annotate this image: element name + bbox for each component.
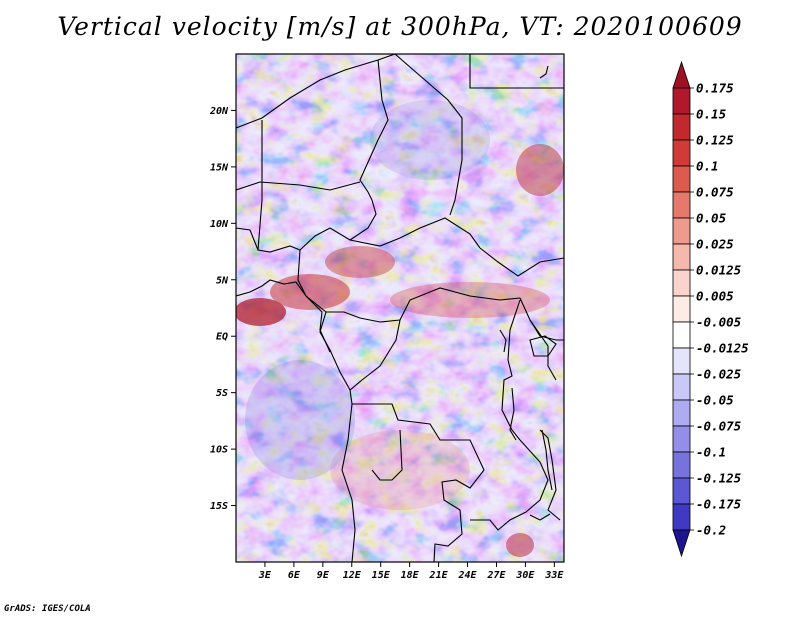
colorbar-segment: [672, 165, 691, 193]
colorbar-label: -0.175: [696, 497, 742, 512]
colorbar-bottom-cap: [672, 529, 691, 558]
lakes-and-coast: [236, 65, 557, 491]
colorbar-label: -0.1: [696, 445, 726, 460]
colorbar-segment: [672, 399, 691, 427]
ascent-band: [390, 282, 550, 318]
colorbar-segment: [672, 373, 691, 401]
colorbar-label: 0.175: [696, 81, 734, 96]
red-sea-coast: [539, 65, 549, 79]
strong-ascent-cell: [270, 274, 350, 310]
colorbar-label: 0.005: [696, 289, 734, 304]
colorbar-segment: [672, 347, 691, 375]
colorbar-label: 0.125: [696, 133, 734, 148]
colorbar-label: -0.0125: [696, 341, 749, 356]
lon-tick-label: 27E: [486, 570, 506, 581]
grads-credit: GrADS: IGES/COLA: [4, 604, 91, 614]
gulf-of-guinea-coast: [236, 279, 331, 353]
colorbar-segment: [672, 477, 691, 505]
descent-region: [245, 360, 355, 480]
colorbar-label: 0.025: [696, 237, 734, 252]
colorbar-segment: [672, 113, 691, 141]
lat-tick-label: 10N: [210, 219, 229, 230]
strong-ascent-cell: [516, 144, 564, 196]
colorbar-label: -0.005: [696, 315, 742, 330]
strong-ascent-cell: [506, 533, 534, 557]
country-borders: [236, 54, 564, 562]
lon-tick-label: 9E: [317, 570, 330, 581]
colorbar-label: 0.05: [696, 211, 727, 226]
colorbar-label: -0.025: [696, 367, 742, 382]
vertical-velocity-field: [236, 54, 564, 562]
colorbar-segment: [672, 295, 691, 323]
colorbar-label: -0.2: [696, 523, 726, 538]
colorbar-label: -0.05: [696, 393, 734, 408]
lat-tick-label: 5N: [216, 275, 229, 286]
descent-region: [370, 100, 490, 180]
colorbar-segment: [672, 269, 691, 297]
colorbar-label: -0.125: [696, 471, 742, 486]
colorbar-segment: [672, 243, 691, 271]
lon-tick-label: 18E: [401, 570, 420, 581]
map-frame: [235, 53, 565, 563]
lon-tick-label: 3E: [258, 570, 272, 581]
lon-tick-label: 33E: [544, 570, 564, 581]
lon-tick-label: 30E: [515, 570, 535, 581]
colorbar-label: 0.0125: [696, 263, 742, 278]
strong-ascent-cell: [236, 298, 286, 326]
lake-tanganyika: [509, 387, 517, 441]
colorbar-segment: [672, 139, 691, 167]
colorbar-segment: [672, 451, 691, 479]
lake-victoria: [529, 335, 557, 357]
colorbar-top-cap: [672, 60, 691, 89]
colorbar-segment: [672, 503, 691, 531]
lake-albert: [499, 329, 507, 353]
colorbar-label: 0.1: [696, 159, 719, 174]
lon-tick-label: 6E: [288, 570, 301, 581]
lon-tick-label: 21E: [429, 570, 449, 581]
lat-tick-label: 15S: [210, 501, 228, 512]
lon-tick-label: 12E: [343, 570, 362, 581]
lon-tick-label: 15E: [372, 570, 391, 581]
strong-ascent-cell: [325, 246, 395, 278]
colorbar-label: 0.15: [696, 107, 727, 122]
lat-tick-label: 15N: [210, 162, 229, 173]
colorbar-label: -0.075: [696, 419, 742, 434]
ascent-region: [330, 430, 470, 510]
lat-tick-label: EQ: [216, 332, 228, 343]
lat-tick-label: 10S: [210, 445, 228, 456]
lat-tick-label: 20N: [209, 106, 229, 117]
colorbar-segment: [672, 321, 691, 349]
colorbar-segment: [672, 425, 691, 453]
colorbar-label: 0.075: [696, 185, 734, 200]
colorbar-segment: [672, 217, 691, 245]
map-title: Vertical velocity [m/s] at 300hPa, VT: 2…: [57, 12, 743, 41]
colorbar-segment: [672, 191, 691, 219]
lat-tick-label: 5S: [216, 388, 228, 399]
lon-tick-label: 24E: [457, 570, 477, 581]
colorbar-segment: [672, 87, 691, 115]
lake-malawi: [541, 429, 553, 491]
